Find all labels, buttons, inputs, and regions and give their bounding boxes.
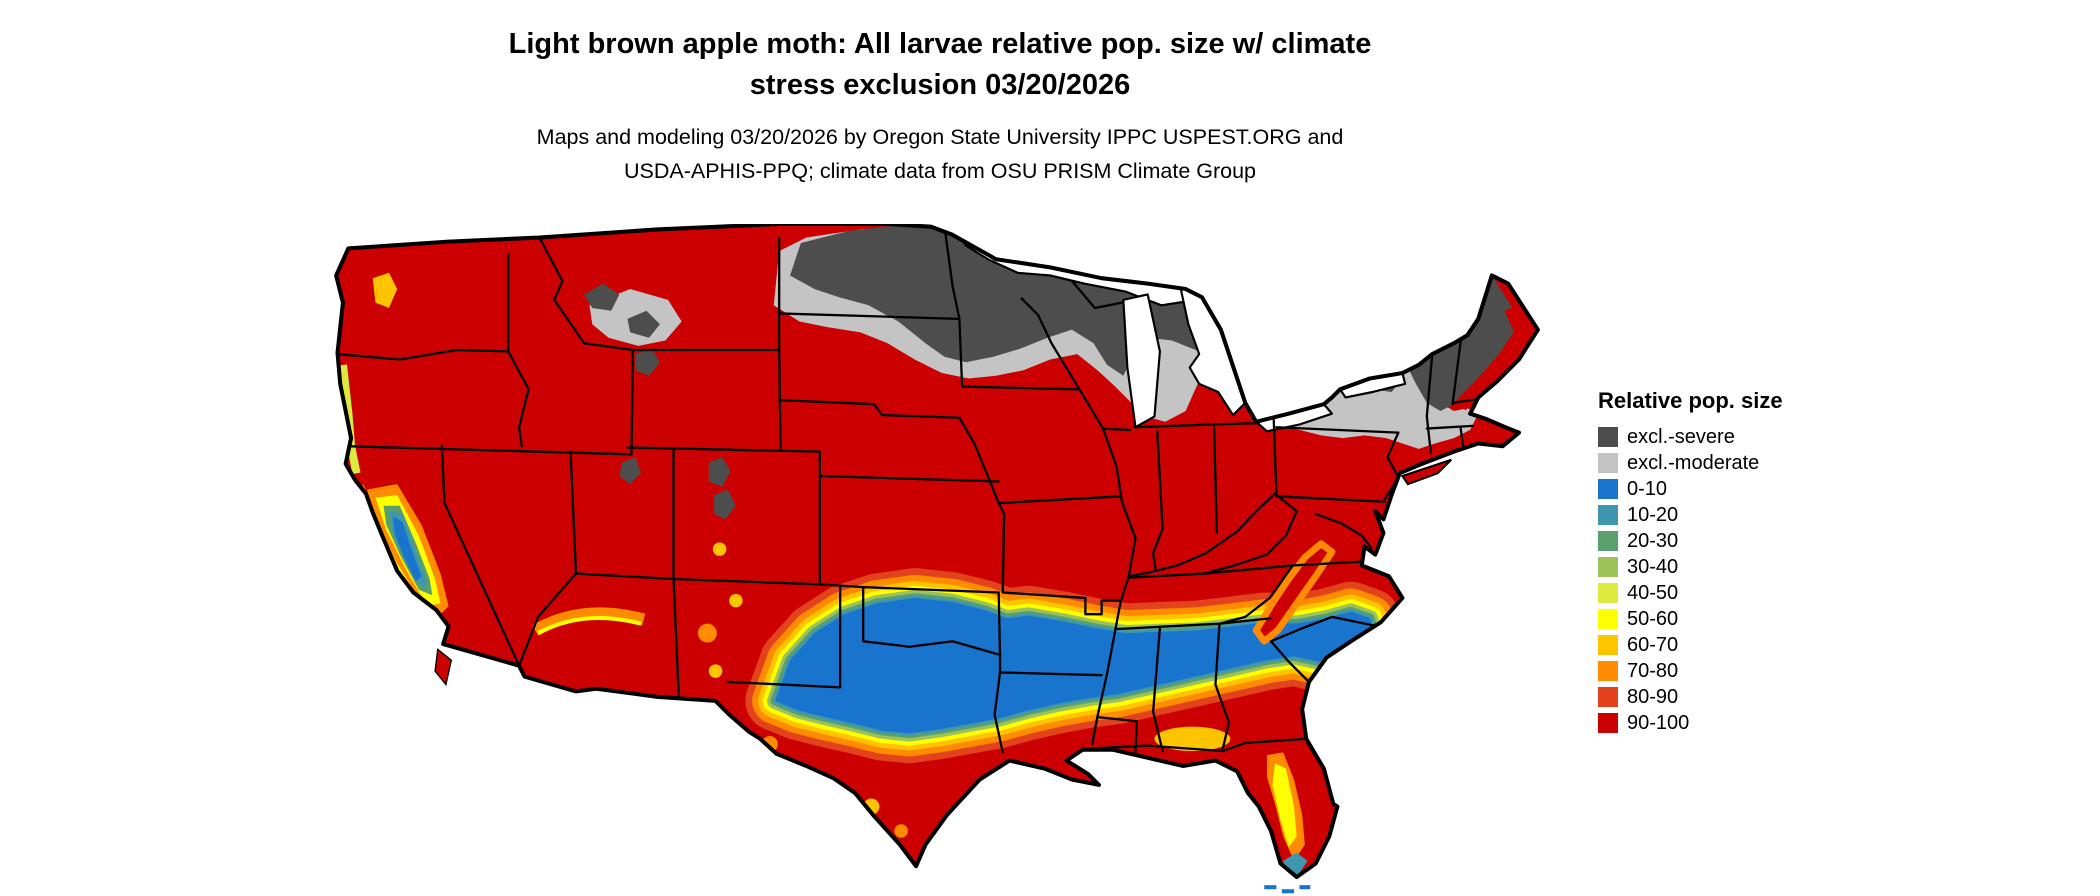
legend-swatch xyxy=(1598,427,1618,447)
legend-swatch xyxy=(1598,453,1618,473)
map-subtitle-line1: Maps and modeling 03/20/2026 by Oregon S… xyxy=(536,125,1344,149)
us-map-svg xyxy=(318,224,1552,894)
legend-label: 10-20 xyxy=(1627,503,1679,526)
legend-swatch xyxy=(1598,687,1618,707)
map-title-line1: Light brown apple moth: All larvae relat… xyxy=(508,28,1372,60)
us-map xyxy=(318,224,1552,896)
legend-label: 20-30 xyxy=(1627,529,1679,552)
legend-label: 60-70 xyxy=(1627,633,1679,656)
legend-title: Relative pop. size xyxy=(1598,388,1783,413)
legend-item: 20-30 xyxy=(1598,528,1898,554)
legend-swatch xyxy=(1598,531,1618,551)
baja-fragment xyxy=(434,648,453,687)
florida-keys xyxy=(1264,885,1311,894)
map-title: Light brown apple moth: All larvae relat… xyxy=(200,24,1680,106)
legend-item: 0-10 xyxy=(1598,476,1898,502)
legend-item: 60-70 xyxy=(1598,632,1898,658)
legend-item: 10-20 xyxy=(1598,502,1898,528)
legend-item: 70-80 xyxy=(1598,658,1898,684)
legend-swatch xyxy=(1598,713,1618,733)
legend-swatch xyxy=(1598,583,1618,603)
legend-swatch xyxy=(1598,661,1618,681)
legend-label: 80-90 xyxy=(1627,685,1679,708)
legend-label: excl.-severe xyxy=(1627,425,1735,448)
legend-label: 50-60 xyxy=(1627,607,1679,630)
legend-label: 90-100 xyxy=(1627,711,1690,734)
map-subtitle: Maps and modeling 03/20/2026 by Oregon S… xyxy=(200,120,1680,188)
map-subtitle-line2: USDA-APHIS-PPQ; climate data from OSU PR… xyxy=(623,159,1257,183)
legend-label: 0-10 xyxy=(1627,477,1668,500)
legend-label: excl.-moderate xyxy=(1627,451,1760,474)
long-island xyxy=(1400,458,1452,486)
legend-swatch xyxy=(1598,557,1618,577)
legend-item: 80-90 xyxy=(1598,684,1898,710)
florida-gradient-region xyxy=(1154,726,1308,878)
map-fill-layers xyxy=(336,224,1538,878)
state-borders-layer xyxy=(336,225,1483,754)
low-population-region xyxy=(775,597,1374,734)
legend-items: excl.-severe excl.-moderate 0-10 10-20 20-30… xyxy=(1598,424,1898,736)
new-england-coast-fringe xyxy=(1455,305,1529,411)
state-borders xyxy=(336,225,1483,754)
lake-michigan xyxy=(1122,293,1161,429)
legend-label: 30-40 xyxy=(1627,555,1679,578)
legend-item: 30-40 xyxy=(1598,554,1898,580)
legend-item: 50-60 xyxy=(1598,606,1898,632)
legend-label: 40-50 xyxy=(1627,581,1679,604)
map-legend: Relative pop. size excl.-severe excl.-mod… xyxy=(1598,388,1898,736)
appalachian-ridge-region xyxy=(1252,540,1336,645)
legend-swatch xyxy=(1598,635,1618,655)
legend-label: 70-80 xyxy=(1627,659,1679,682)
legend-item: excl.-moderate xyxy=(1598,450,1898,476)
legend-swatch xyxy=(1598,505,1618,525)
legend-item: 90-100 xyxy=(1598,710,1898,736)
map-title-line2: stress exclusion 03/20/2026 xyxy=(749,69,1131,101)
legend-item: 40-50 xyxy=(1598,580,1898,606)
legend-swatch xyxy=(1598,609,1618,629)
legend-item: excl.-severe xyxy=(1598,424,1898,450)
legend-swatch xyxy=(1598,479,1618,499)
